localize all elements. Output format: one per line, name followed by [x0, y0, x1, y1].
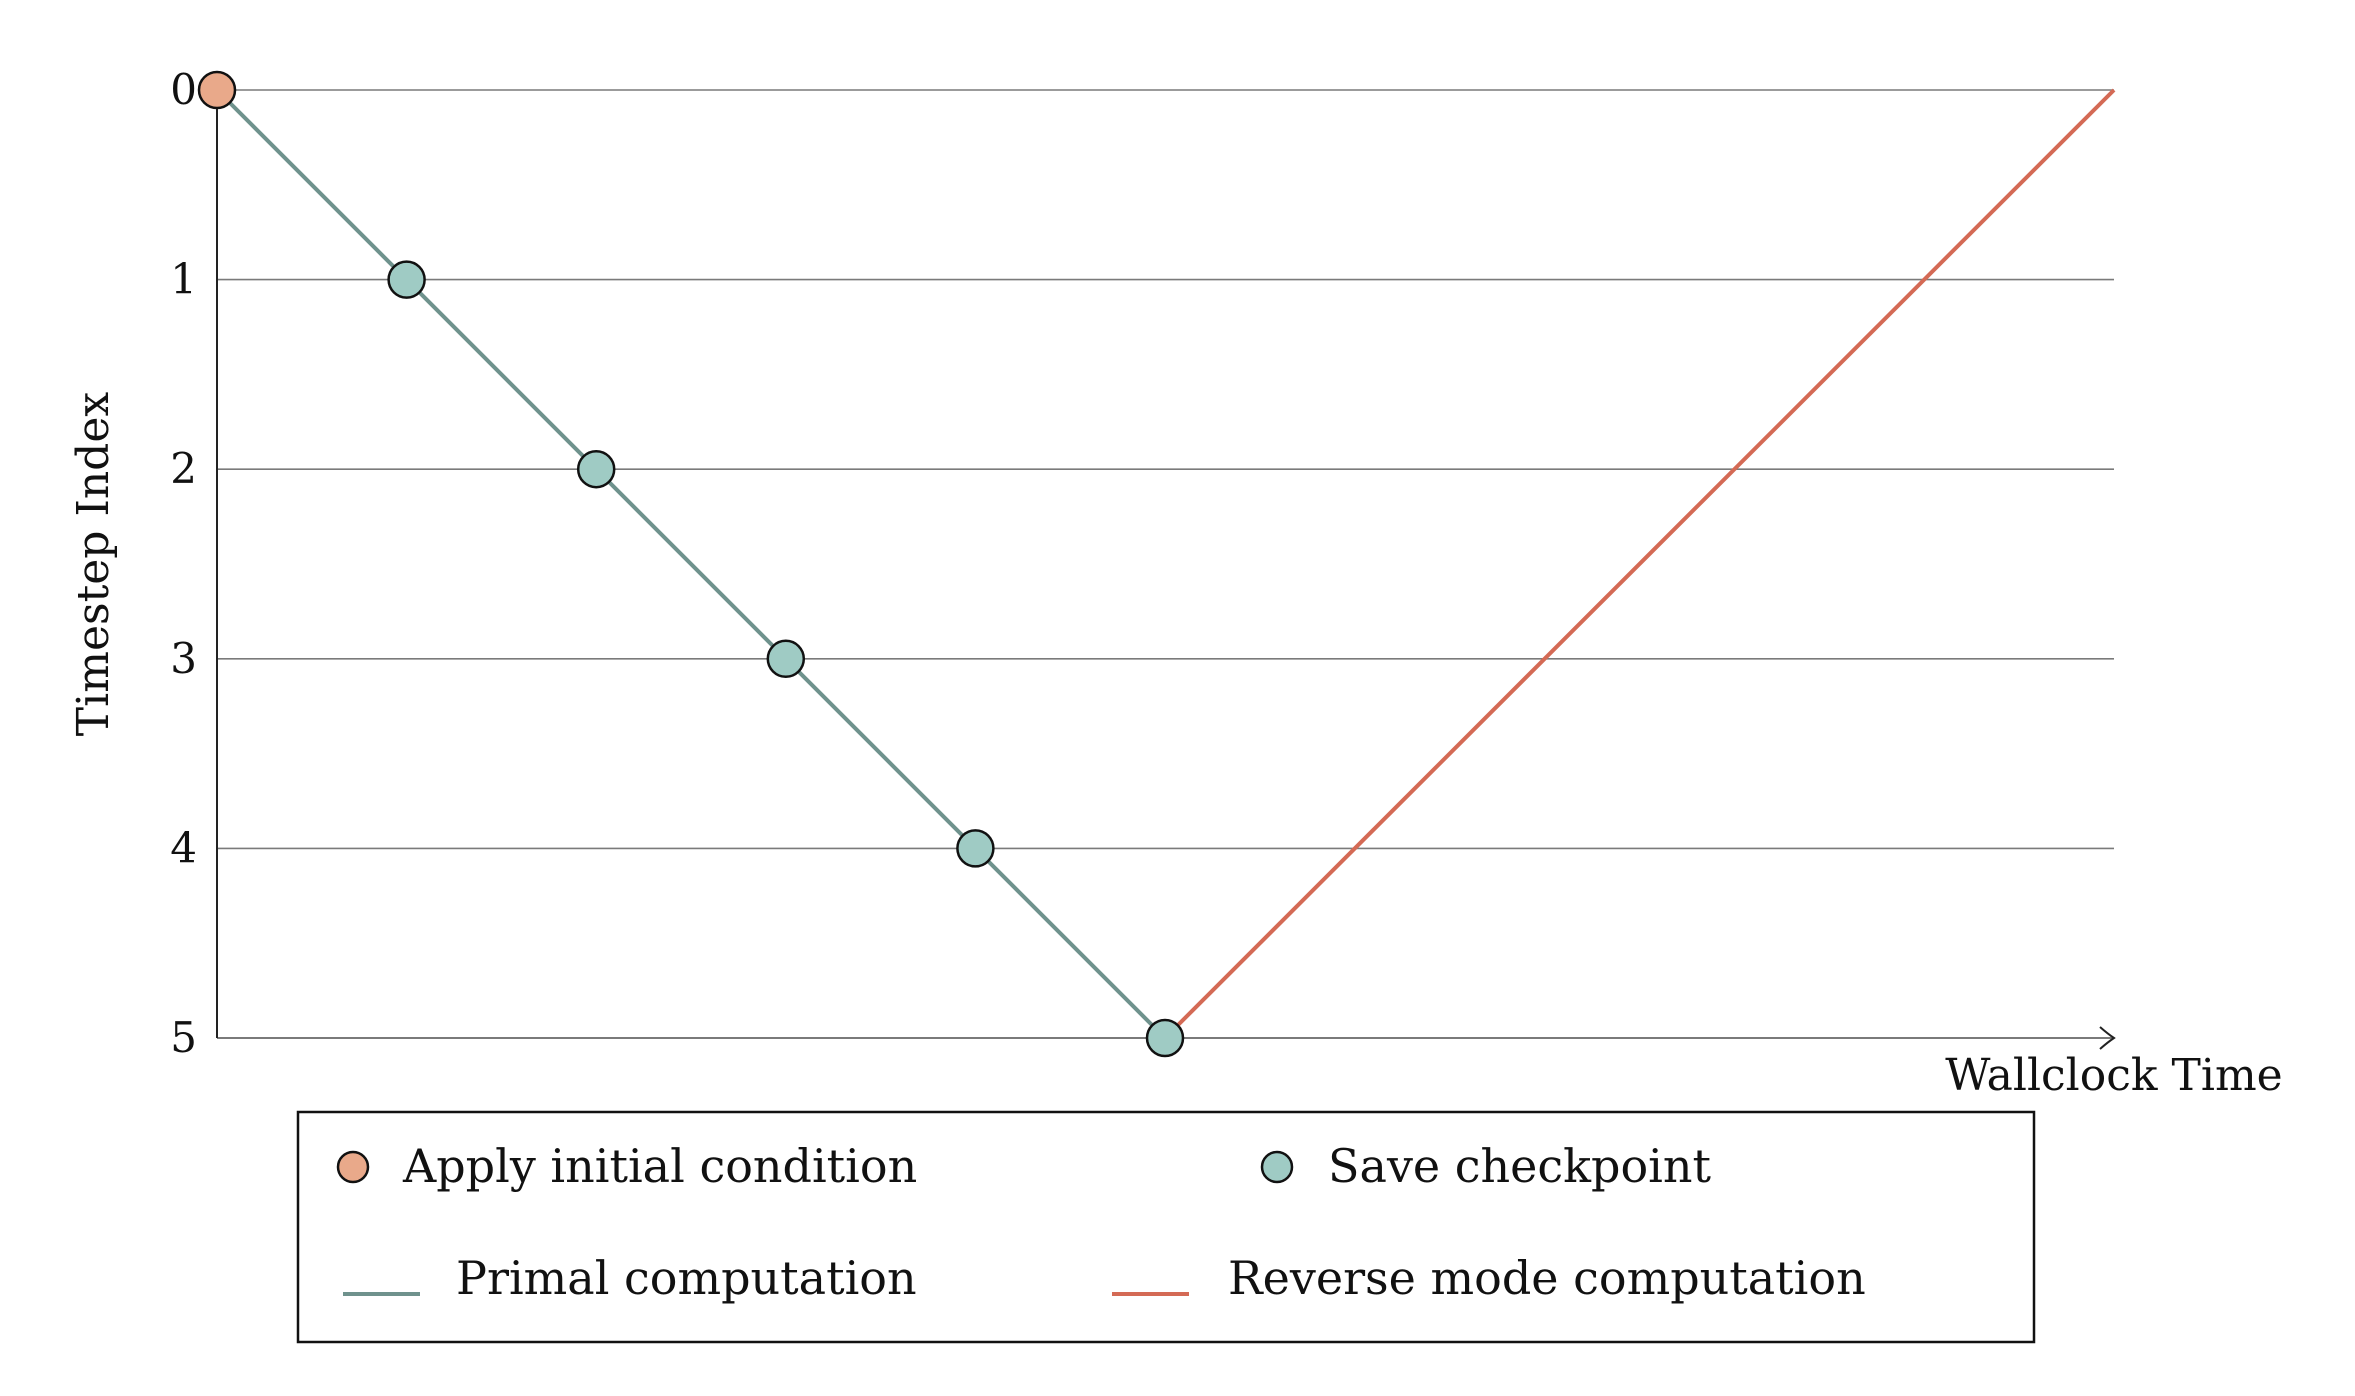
x-axis-label: Wallclock Time [1945, 1050, 2282, 1101]
initial-condition-marker [197, 70, 237, 110]
legend: Apply initial condition Save checkpoint … [296, 1110, 2036, 1344]
legend-box [296, 1110, 2036, 1344]
y-tick-label: 4 [170, 823, 197, 872]
y-tick-label: 0 [170, 65, 197, 114]
checkpoint-marker [387, 260, 426, 299]
y-tick-label: 3 [170, 634, 197, 683]
legend-initial-marker-icon [336, 1150, 370, 1184]
timestep-markers [197, 70, 1185, 1058]
y-tick-label: 1 [170, 255, 197, 304]
checkpoint-marker [1145, 1018, 1185, 1058]
y-tick-label: 5 [170, 1013, 197, 1062]
checkpoint-marker [766, 639, 806, 679]
legend-label-primal: Primal computation [456, 1251, 917, 1305]
legend-label-checkpoint: Save checkpoint [1328, 1139, 1711, 1193]
legend-checkpoint-marker-icon [1260, 1150, 1294, 1184]
checkpoint-marker [956, 829, 995, 868]
x-axis-arrowhead [2099, 1026, 2116, 1050]
y-tick-label: 2 [170, 444, 197, 493]
y-axis-label: Timestep Index [68, 392, 119, 737]
checkpoint-marker [576, 449, 616, 489]
reverse-mode-computation-line [1163, 88, 2116, 1040]
legend-label-initial: Apply initial condition [402, 1139, 917, 1193]
legend-label-reverse: Reverse mode computation [1228, 1251, 1866, 1305]
y-tick-labels: 0 1 2 3 4 5 [170, 65, 197, 1062]
primal-computation-line [215, 88, 1167, 1040]
timestep-gridlines [217, 89, 2114, 1039]
